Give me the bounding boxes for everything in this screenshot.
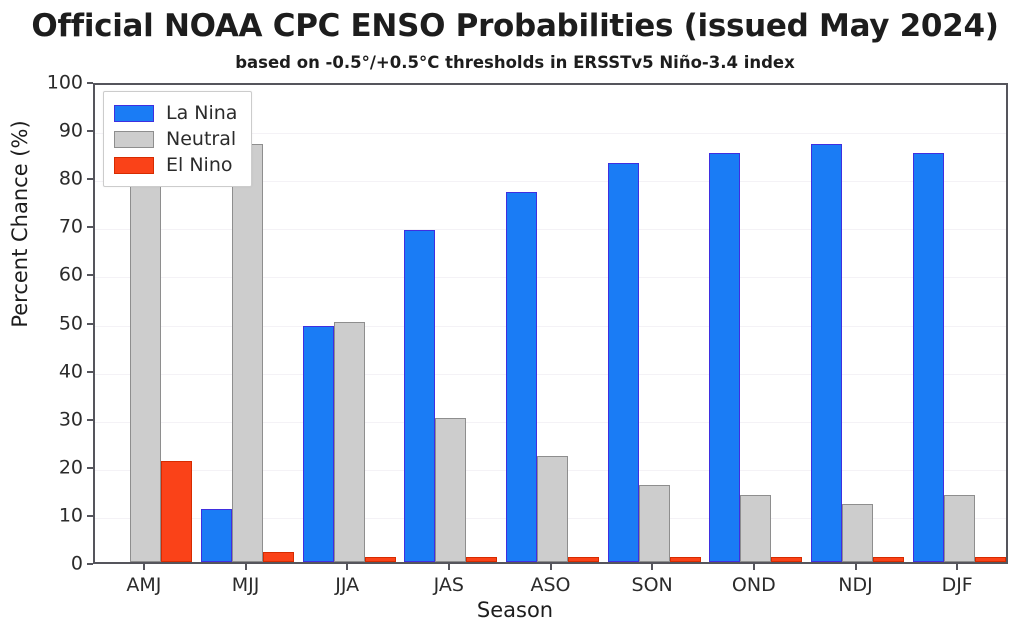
legend-swatch-icon	[114, 104, 154, 122]
bar-la-nina-aso	[506, 191, 537, 562]
x-tick-mark	[651, 564, 654, 570]
legend-label: El Nino	[166, 154, 233, 176]
x-tick-label-amj: AMJ	[126, 574, 162, 596]
y-tick-mark	[87, 563, 93, 565]
y-tick-label: 70	[58, 215, 83, 238]
x-tick-label-jja: JJA	[335, 574, 360, 596]
gridline	[95, 181, 1006, 183]
bar-neutral-ndj	[842, 504, 873, 562]
bar-el-nino-amj	[161, 461, 193, 562]
x-tick-label-djf: DJF	[941, 574, 973, 596]
y-tick-mark	[87, 178, 93, 181]
legend: La Nina Neutral El Nino	[103, 91, 253, 187]
y-tick-label: 50	[58, 312, 83, 334]
y-tick-label: 60	[58, 263, 83, 286]
y-tick-label: 40	[58, 360, 83, 383]
gridline	[95, 421, 1006, 423]
bar-el-nino-ndj	[873, 557, 904, 562]
x-tick-mark	[854, 564, 857, 570]
x-tick-label-jas: JAS	[433, 574, 464, 596]
legend-item-el-nino: El Nino	[114, 152, 237, 178]
y-tick-label: 20	[58, 456, 83, 479]
legend-swatch-icon	[114, 130, 154, 148]
legend-swatch-icon	[114, 156, 154, 174]
x-tick-mark	[346, 564, 349, 570]
bar-neutral-jja	[333, 321, 365, 562]
x-tick-mark	[549, 564, 552, 570]
y-tick-mark	[87, 322, 93, 325]
bar-el-nino-jas	[466, 557, 498, 562]
x-tick-mark	[752, 564, 755, 570]
bars-layer	[95, 85, 1006, 562]
gridline	[95, 373, 1006, 375]
gridline	[95, 277, 1006, 279]
x-tick-mark	[447, 564, 450, 570]
y-tick-label: 90	[58, 119, 83, 142]
bar-el-nino-mjj	[263, 552, 294, 562]
bar-la-nina-son	[607, 162, 639, 562]
y-tick-label: 10	[58, 504, 83, 527]
bar-el-nino-ond	[771, 557, 803, 562]
bar-la-nina-djf	[912, 153, 944, 562]
legend-label: Neutral	[166, 128, 237, 150]
legend-label: La Nina	[166, 102, 238, 124]
y-tick-mark	[87, 370, 93, 373]
bar-neutral-ond	[740, 494, 772, 562]
bar-la-nina-mjj	[201, 509, 232, 562]
bar-el-nino-son	[669, 557, 701, 562]
plot-area	[93, 83, 1008, 564]
y-tick-mark	[87, 226, 93, 229]
gridline	[95, 325, 1006, 327]
y-tick-label: 0	[70, 552, 83, 575]
bar-la-nina-jja	[302, 326, 334, 562]
legend-item-la-nina: La Nina	[114, 100, 237, 126]
bar-el-nino-jja	[364, 557, 396, 562]
x-tick-mark	[142, 564, 145, 570]
chart-subtitle: based on -0.5°/+0.5°C thresholds in ERSS…	[235, 53, 795, 72]
y-tick-label: 80	[58, 167, 83, 190]
bar-la-nina-jas	[404, 230, 436, 562]
y-tick-label: 30	[58, 408, 83, 431]
x-tick-label-son: SON	[631, 574, 673, 596]
legend-item-neutral: Neutral	[114, 126, 237, 152]
x-tick-label-aso: ASO	[530, 574, 571, 596]
x-tick-label-mjj: MJJ	[231, 574, 260, 596]
bar-neutral-aso	[537, 456, 568, 562]
bar-el-nino-aso	[568, 557, 599, 562]
x-tick-label-ond: OND	[731, 574, 776, 596]
y-tick-mark	[87, 466, 93, 469]
y-tick-mark	[87, 130, 93, 133]
y-tick-label: 100	[46, 71, 83, 94]
bar-neutral-son	[638, 485, 670, 562]
x-axis-label: Season	[476, 598, 554, 622]
bar-neutral-amj	[130, 182, 162, 562]
bar-neutral-djf	[943, 494, 975, 562]
bar-el-nino-djf	[974, 557, 1006, 562]
bar-neutral-jas	[435, 417, 467, 562]
x-tick-mark	[244, 564, 247, 570]
y-tick-mark	[87, 514, 93, 517]
y-tick-mark	[87, 418, 93, 421]
bar-neutral-mjj	[232, 143, 263, 562]
bar-la-nina-ndj	[811, 143, 842, 562]
page-title: Official NOAA CPC ENSO Probabilities (is…	[31, 8, 999, 44]
gridline	[95, 133, 1006, 135]
y-tick-mark	[87, 82, 93, 84]
bar-la-nina-ond	[709, 153, 741, 562]
y-tick-mark	[87, 274, 93, 277]
x-tick-mark	[956, 564, 959, 570]
x-tick-label-ndj: NDJ	[838, 574, 873, 596]
gridline	[95, 229, 1006, 231]
